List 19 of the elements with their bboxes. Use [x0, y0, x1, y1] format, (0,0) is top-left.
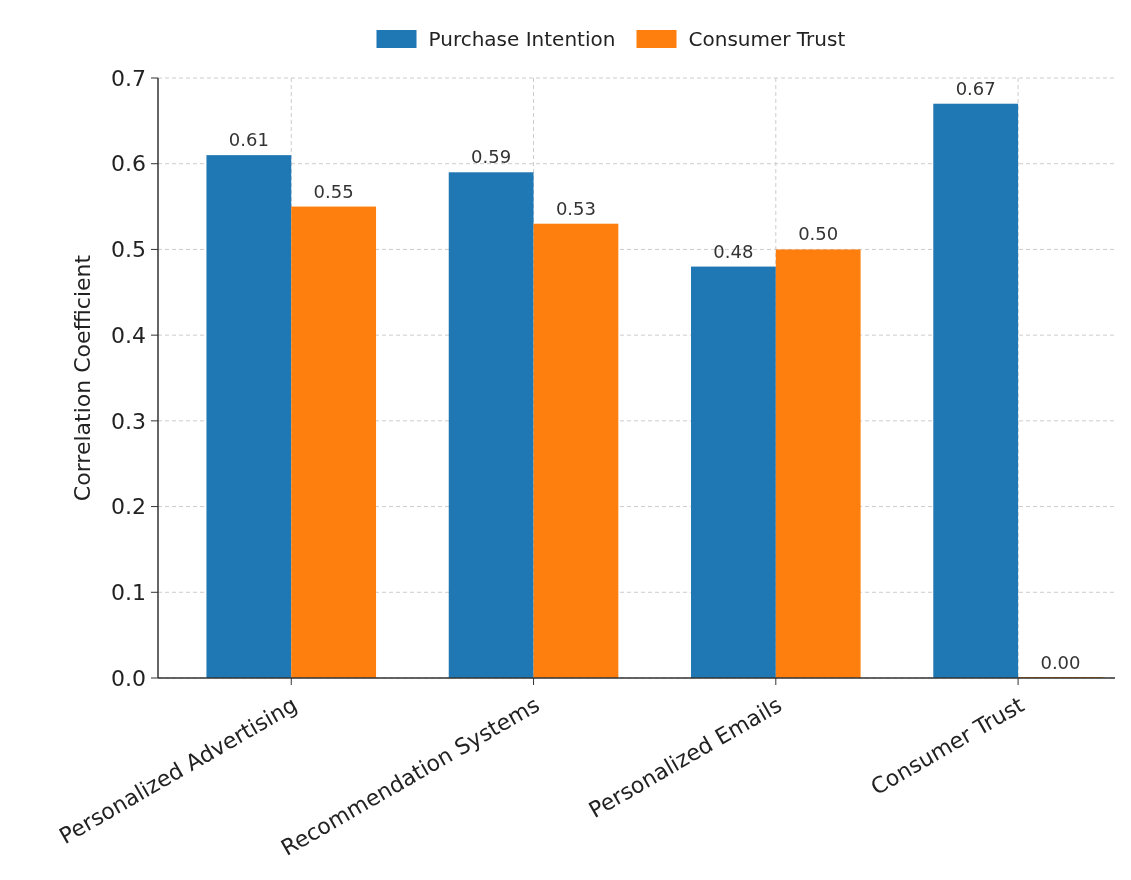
y-tick-label: 0.7 — [111, 65, 146, 91]
y-axis-title: Correlation Coefficient — [70, 254, 95, 502]
y-tick-label: 0.6 — [111, 151, 146, 177]
data-label: 0.55 — [313, 180, 354, 202]
legend-label: Purchase Intention — [428, 27, 616, 51]
data-label: 0.61 — [228, 129, 269, 151]
y-tick-label: 0.4 — [111, 322, 146, 348]
data-label: 0.00 — [1040, 652, 1081, 673]
data-label: 0.50 — [798, 223, 839, 245]
data-label: 0.53 — [555, 197, 596, 219]
data-label: 0.48 — [713, 240, 754, 262]
y-tick-label: 0.1 — [111, 579, 146, 605]
data-label: 0.59 — [471, 146, 512, 168]
y-tick-label: 0.3 — [111, 408, 146, 434]
legend-label: Consumer Trust — [688, 27, 846, 51]
data-label: 0.67 — [955, 77, 996, 99]
y-tick-label: 0.2 — [111, 494, 146, 520]
y-tick-label: 0.0 — [111, 665, 146, 691]
y-tick-label: 0.5 — [111, 237, 146, 263]
